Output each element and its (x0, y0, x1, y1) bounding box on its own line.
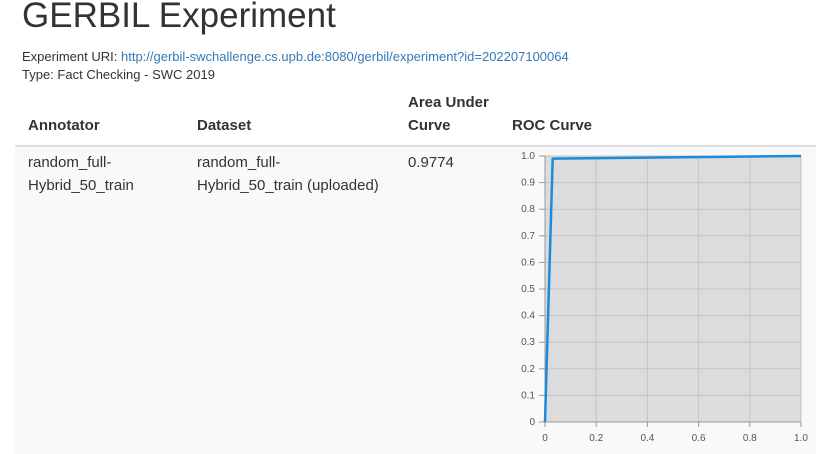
y-tick-label: 0.6 (521, 257, 535, 268)
y-tick-label: 1.0 (521, 151, 535, 162)
header-auc-line1: Area Under (408, 94, 489, 111)
cell-annotator: random_full- Hybrid_50_train (28, 151, 178, 197)
experiment-uri-label: Experiment URI: (22, 49, 118, 64)
header-dataset: Dataset (197, 117, 252, 134)
x-tick-label: 0.2 (589, 433, 603, 444)
roc-curve-chart: 0 0.2 0.4 0.6 0.8 1.0 0 0.1 0.2 0.3 0.4 0.5 0.6 0.7 0.… (521, 151, 808, 444)
y-tick-label: 0.2 (521, 364, 535, 375)
y-tick-label: 0.9 (521, 178, 535, 189)
x-tick-label: 0.8 (743, 433, 757, 444)
y-tick-label: 0.1 (521, 390, 535, 401)
experiment-type-label: Type: (22, 67, 54, 82)
y-tick-label: 0.5 (521, 284, 535, 295)
annotator-line2: Hybrid_50_train (28, 177, 134, 194)
dataset-line1: random_full- (197, 154, 281, 171)
table-row: random_full- Hybrid_50_train random_full… (15, 147, 816, 454)
header-auc-line2: Curve (408, 117, 451, 134)
cell-dataset: random_full- Hybrid_50_train (uploaded) (197, 151, 407, 197)
dataset-line2: Hybrid_50_train (uploaded) (197, 177, 379, 194)
experiment-type-value: Fact Checking - SWC 2019 (57, 67, 215, 82)
header-divider (15, 145, 816, 147)
cell-auc: 0.9774 (408, 154, 454, 171)
header-annotator: Annotator (28, 117, 100, 134)
x-tick-label: 0.6 (692, 433, 706, 444)
results-table: Annotator Dataset Area Under Curve ROC C… (15, 87, 816, 454)
y-tick-label: 0.8 (521, 204, 535, 215)
x-tick-label: 0.4 (640, 433, 654, 444)
annotator-line1: random_full- (28, 154, 112, 171)
roc-curve-line (543, 154, 802, 423)
page-title: GERBIL Experiment (22, 0, 336, 35)
x-tick-label: 0 (542, 433, 548, 444)
y-tick-label: 0.3 (521, 337, 535, 348)
header-area-under-curve: Area Under Curve (408, 91, 518, 137)
experiment-type: Type: Fact Checking - SWC 2019 (22, 67, 215, 83)
y-tick-label: 0.7 (521, 231, 535, 242)
header-roc-curve: ROC Curve (512, 117, 593, 134)
experiment-uri-link[interactable]: http://gerbil-swchallenge.cs.upb.de:8080… (121, 49, 569, 64)
experiment-uri: Experiment URI: http://gerbil-swchalleng… (22, 49, 569, 65)
x-tick-label: 1.0 (794, 433, 808, 444)
y-tick-label: 0.4 (521, 311, 535, 322)
y-tick-label: 0 (529, 417, 535, 428)
